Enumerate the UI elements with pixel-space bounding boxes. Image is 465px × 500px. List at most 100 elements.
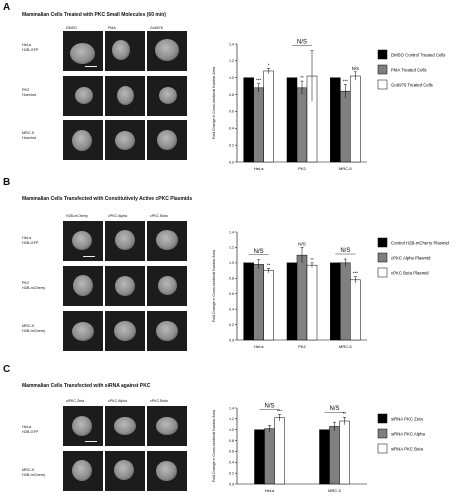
nucleus [112, 40, 130, 60]
nucleus [75, 87, 93, 104]
significance-label: N/S [264, 404, 274, 410]
y-tick-label: 0.2 [229, 471, 234, 475]
legend-label: DMSO Control Treated Cells [391, 52, 445, 57]
nucleus [155, 39, 179, 61]
legend-label: siRNA PKC Alpha [391, 431, 426, 436]
bar [243, 262, 254, 341]
y-tick-label: 1.0 [229, 261, 234, 265]
bar [330, 262, 341, 341]
nucleus [156, 230, 178, 250]
micrograph [147, 311, 187, 351]
significance-label: ** [267, 262, 271, 267]
bar [306, 264, 318, 341]
nucleus [114, 460, 134, 480]
panel-c-col-1: siPKC Zeta [66, 399, 85, 403]
y-tick-label: 1.2 [229, 246, 234, 250]
y-tick-label: 0.8 [229, 93, 234, 97]
scale-bar [85, 441, 97, 442]
panel-b-row-3: MRC-5 H2B-mCherry [22, 324, 46, 333]
significance-label: N/S [254, 249, 264, 255]
significance-label: ** [343, 411, 347, 416]
panel-a-col-1: DMSO [66, 26, 77, 30]
significance-label: N/S [297, 40, 307, 46]
category-label: PK2 [298, 166, 306, 171]
significance-label: N/S [340, 248, 350, 254]
significance-label: *** [353, 271, 359, 276]
scale-bar [83, 256, 95, 257]
nucleus [72, 231, 92, 250]
nucleus [156, 321, 178, 341]
y-tick-label: 0.4 [229, 307, 234, 311]
nucleus [72, 130, 92, 151]
nucleus [157, 130, 177, 150]
micrograph [105, 266, 145, 306]
panel-a-col-3: Go6976 [150, 26, 163, 30]
panel-c-row-1: HeLa H2B-GFP [22, 425, 39, 434]
nucleus [115, 230, 135, 250]
bar [339, 420, 350, 485]
nucleus [115, 276, 135, 296]
y-tick-label: 1.4 [229, 230, 234, 234]
panel-c-chart: Fold Change in Cross-sectional Nuclear A… [212, 404, 426, 493]
micrograph [63, 120, 103, 160]
significance-label: ** [300, 75, 304, 80]
significance-label: N/S [298, 241, 306, 246]
y-tick-label: 0.0 [229, 338, 234, 342]
panel-a-row-1: HeLa H2B-GFP [22, 43, 39, 52]
legend-label: cPKC Alpha Plasmid [391, 255, 431, 260]
legend-label: siRNA PKC Zeta [391, 416, 423, 421]
y-tick-label: 0.0 [229, 160, 234, 164]
bar [286, 77, 298, 163]
micrograph [147, 221, 187, 261]
y-tick-label: 0.4 [229, 461, 234, 465]
bar [340, 90, 351, 163]
significance-label: ** [310, 257, 314, 262]
legend-label: Control H2B-mCherry Plasmid [391, 240, 449, 245]
bar [329, 426, 340, 485]
bar [263, 270, 274, 341]
bar [296, 254, 308, 341]
y-tick-label: 0.6 [229, 110, 234, 114]
bar [264, 428, 275, 485]
micrograph [105, 311, 145, 351]
panel-b-col-1: H2B-mCherry [66, 214, 88, 218]
y-axis-label: Fold Change in Cross-sectional Nuclear A… [212, 250, 216, 322]
bar [350, 75, 361, 163]
legend-swatch [377, 267, 388, 278]
legend-label: Go6976 Treated Cells [391, 82, 433, 87]
bar [253, 87, 264, 163]
legend-swatch [377, 413, 388, 424]
panel-a-row-2: PK2 Hoechst [22, 88, 36, 97]
micrograph [105, 451, 145, 491]
nucleus [114, 321, 136, 341]
y-tick-label: 0.6 [229, 292, 234, 296]
nucleus [156, 417, 178, 435]
bar [296, 87, 308, 163]
category-label: MRC-5 [339, 344, 352, 349]
category-label: HeLa [254, 166, 264, 171]
bar [263, 70, 274, 163]
nucleus [159, 87, 177, 104]
panel-a-chart: Fold Change in Cross-sectional Nuclear A… [212, 40, 445, 171]
panel-a-title: Mammalian Cells Treated with PKC Small M… [22, 12, 166, 18]
legend-swatch [377, 237, 388, 248]
bar [274, 417, 285, 485]
nucleus [72, 460, 92, 481]
y-tick-label: 0.2 [229, 143, 234, 147]
significance-label: * [268, 62, 270, 67]
category-label: HeLa [254, 344, 264, 349]
panel-a-col-2: PMA [108, 26, 116, 30]
micrograph [147, 31, 187, 71]
y-tick-label: 1.0 [229, 76, 234, 80]
legend-swatch [377, 79, 388, 90]
legend-swatch [377, 428, 388, 439]
significance-label: N/S [329, 406, 339, 412]
y-tick-label: 0.6 [229, 450, 234, 454]
micrograph [105, 76, 145, 116]
category-label: MRC-5 [328, 488, 341, 493]
panel-b-row-2: PK2 H2B-mCherry [22, 281, 46, 290]
y-tick-label: 1.0 [229, 428, 234, 432]
nucleus [156, 461, 177, 481]
panel-c-row-2: MRC-5 H2B-mCherry [22, 468, 46, 477]
bar [350, 279, 361, 341]
